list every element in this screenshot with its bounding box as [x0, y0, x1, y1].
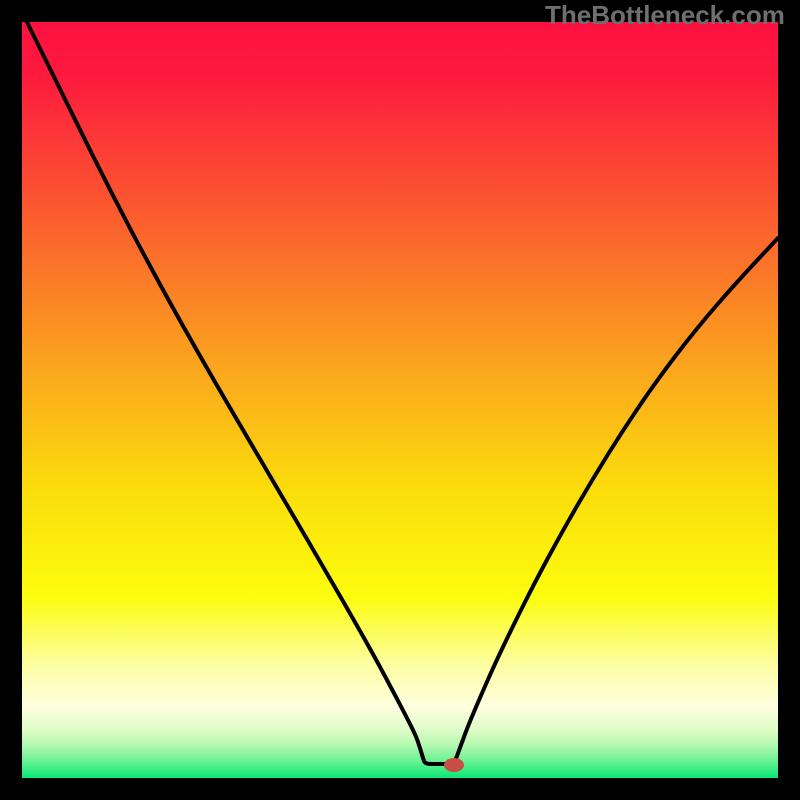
bottleneck-curve — [0, 0, 800, 800]
v-curve-path — [22, 12, 778, 764]
optimal-point-marker — [444, 758, 464, 772]
